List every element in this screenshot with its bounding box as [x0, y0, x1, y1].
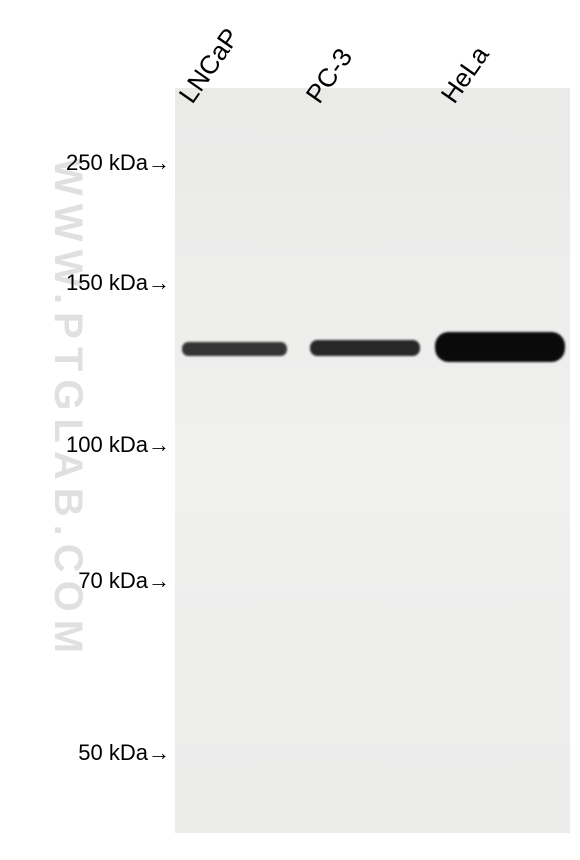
band-lncap — [182, 342, 287, 356]
mw-marker-2: 100 kDa→ — [66, 432, 170, 458]
mw-marker-4: 50 kDa→ — [78, 740, 170, 766]
band-hela — [435, 332, 565, 362]
mw-marker-3: 70 kDa→ — [78, 568, 170, 594]
blot-membrane — [175, 88, 570, 833]
blot-shading — [175, 88, 570, 833]
band-pc-3 — [310, 340, 420, 356]
mw-marker-1: 150 kDa→ — [66, 270, 170, 296]
blot-figure-root: WWW.PTGLAB.COM 250 kDa→150 kDa→100 kDa→7… — [0, 0, 580, 860]
mw-marker-0: 250 kDa→ — [66, 150, 170, 176]
